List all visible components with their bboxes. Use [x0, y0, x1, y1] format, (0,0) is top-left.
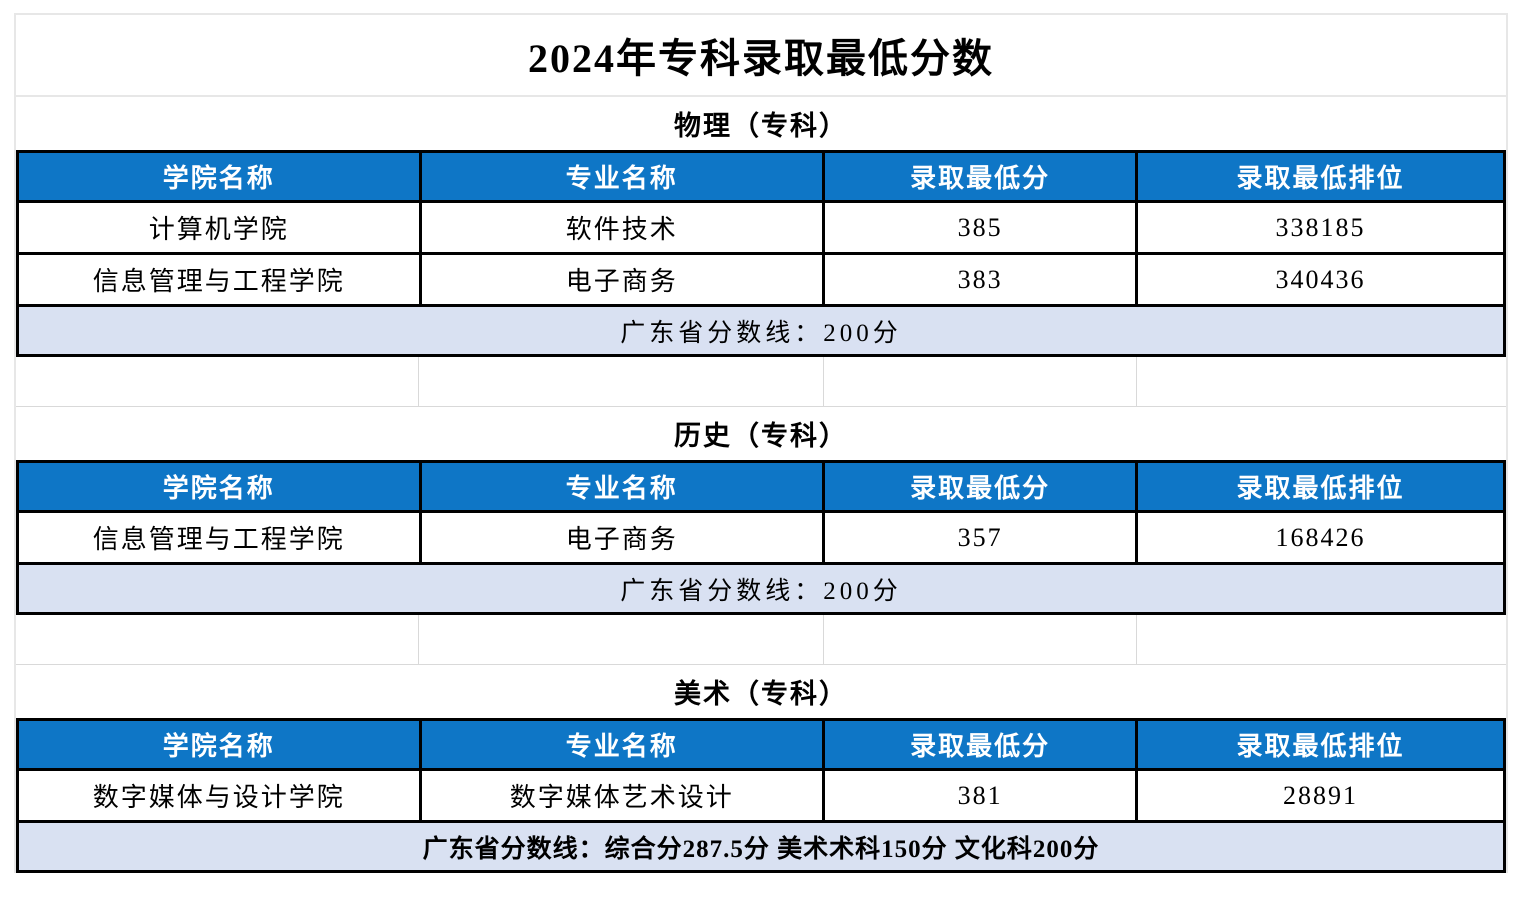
- note-row: 广东省分数线：200分: [16, 304, 1506, 357]
- cell-min-rank: 338185: [1135, 200, 1506, 255]
- table-header-row: 学院名称 专业名称 录取最低分 录取最低排位: [16, 718, 1506, 771]
- province-cutoff-note: 广东省分数线：综合分287.5分 美术术科150分 文化科200分: [16, 820, 1506, 873]
- header-cell-min-score: 录取最低分: [822, 150, 1139, 203]
- cell-major: 电子商务: [418, 510, 826, 565]
- spacer-cell: [419, 357, 824, 406]
- spacer-row: [16, 357, 1506, 407]
- spacer-cell: [16, 615, 420, 664]
- arts-score-table: 学院名称 专业名称 录取最低分 录取最低排位 数字媒体与设计学院 数字媒体艺术设…: [16, 718, 1506, 873]
- cell-major: 数字媒体艺术设计: [418, 768, 826, 823]
- table-header-row: 学院名称 专业名称 录取最低分 录取最低排位: [16, 150, 1506, 203]
- cell-min-rank: 168426: [1135, 510, 1506, 565]
- note-row: 广东省分数线：综合分287.5分 美术术科150分 文化科200分: [16, 820, 1506, 873]
- section-title-arts: 美术（专科）: [16, 665, 1506, 718]
- cell-min-score: 357: [822, 510, 1139, 565]
- table-row: 数字媒体与设计学院 数字媒体艺术设计 381 28891: [16, 768, 1506, 823]
- header-cell-min-rank: 录取最低排位: [1135, 460, 1506, 513]
- cell-college: 信息管理与工程学院: [16, 252, 422, 307]
- page-title: 2024年专科录取最低分数: [16, 15, 1506, 97]
- cell-min-rank: 28891: [1135, 768, 1506, 823]
- header-cell-min-score: 录取最低分: [822, 460, 1139, 513]
- history-score-table: 学院名称 专业名称 录取最低分 录取最低排位 信息管理与工程学院 电子商务 35…: [16, 460, 1506, 615]
- table-header-row: 学院名称 专业名称 录取最低分 录取最低排位: [16, 460, 1506, 513]
- table-row: 信息管理与工程学院 电子商务 357 168426: [16, 510, 1506, 565]
- spacer-cell: [1137, 357, 1506, 406]
- header-cell-min-rank: 录取最低排位: [1135, 150, 1506, 203]
- cell-college: 数字媒体与设计学院: [16, 768, 422, 823]
- spacer-cell: [824, 357, 1138, 406]
- cell-major: 电子商务: [418, 252, 826, 307]
- header-cell-major: 专业名称: [418, 718, 826, 771]
- spacer-cell: [419, 615, 824, 664]
- cell-min-score: 381: [822, 768, 1139, 823]
- cell-college: 信息管理与工程学院: [16, 510, 422, 565]
- cell-min-rank: 340436: [1135, 252, 1506, 307]
- header-cell-college: 学院名称: [16, 718, 422, 771]
- spacer-cell: [824, 615, 1138, 664]
- table-row: 计算机学院 软件技术 385 338185: [16, 200, 1506, 255]
- header-cell-college: 学院名称: [16, 150, 422, 203]
- province-cutoff-note: 广东省分数线：200分: [16, 304, 1506, 357]
- cell-min-score: 385: [822, 200, 1139, 255]
- cell-major: 软件技术: [418, 200, 826, 255]
- physics-score-table: 学院名称 专业名称 录取最低分 录取最低排位 计算机学院 软件技术 385 33…: [16, 150, 1506, 357]
- section-title-physics: 物理（专科）: [16, 97, 1506, 150]
- section-title-history: 历史（专科）: [16, 407, 1506, 460]
- spacer-row: [16, 615, 1506, 665]
- score-sheet: 2024年专科录取最低分数 物理（专科） 学院名称 专业名称 录取最低分 录取最…: [14, 13, 1508, 873]
- spacer-cell: [1137, 615, 1506, 664]
- header-cell-college: 学院名称: [16, 460, 422, 513]
- header-cell-min-score: 录取最低分: [822, 718, 1139, 771]
- cell-college: 计算机学院: [16, 200, 422, 255]
- cell-min-score: 383: [822, 252, 1139, 307]
- header-cell-major: 专业名称: [418, 460, 826, 513]
- table-row: 信息管理与工程学院 电子商务 383 340436: [16, 252, 1506, 307]
- province-cutoff-note: 广东省分数线：200分: [16, 562, 1506, 615]
- note-row: 广东省分数线：200分: [16, 562, 1506, 615]
- header-cell-major: 专业名称: [418, 150, 826, 203]
- header-cell-min-rank: 录取最低排位: [1135, 718, 1506, 771]
- spacer-cell: [16, 357, 420, 406]
